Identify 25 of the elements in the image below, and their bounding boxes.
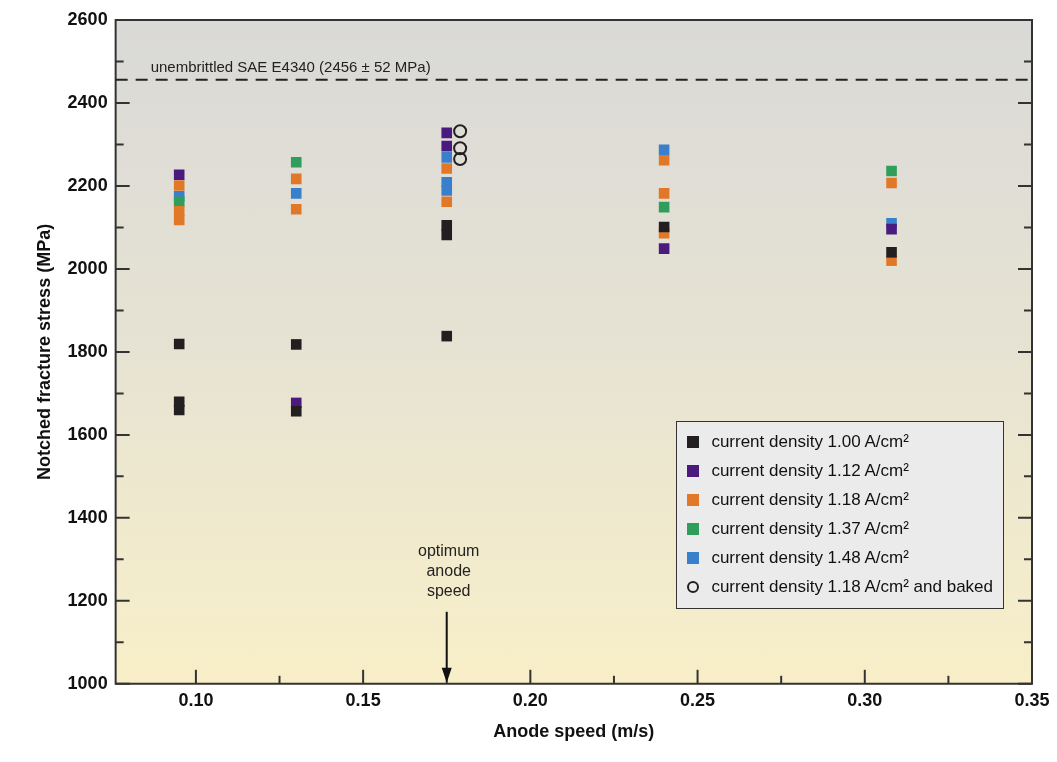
y-tick-label: 2200 [67,174,108,195]
x-tick-label: 0.20 [512,689,548,710]
x-tick-label: 0.35 [1014,689,1050,710]
y-tick-label: 1600 [67,423,108,444]
x-tick-label: 0.15 [345,689,381,710]
y-tick-label: 1800 [67,340,108,361]
x-tick-label: 0.30 [847,689,883,710]
ref-line-label: unembrittled SAE E4340 (2456 ± 52 MPa) [150,58,431,76]
legend-label: current density 1.18 A/cm² and baked [711,577,993,598]
y-tick-label: 2400 [67,91,108,112]
legend-label: current density 1.18 A/cm² [711,490,909,511]
y-tick-label: 2600 [67,8,108,29]
x-tick-label: 0.10 [178,689,214,710]
annotation: optimum anode speed [418,542,480,600]
y-tick-label: 1000 [67,672,108,693]
legend-label: current density 1.00 A/cm² [711,432,909,453]
x-axis-title: Anode speed (m/s) [493,721,655,742]
y-tick-label: 1400 [67,506,108,527]
y-tick-label: 1200 [67,589,108,610]
y-tick-label: 2000 [67,257,108,278]
legend-label: current density 1.37 A/cm² [711,519,909,540]
y-axis-title: Notched fracture stress (MPa) [33,223,54,480]
legend-label: current density 1.12 A/cm² [711,461,909,482]
legend-label: current density 1.48 A/cm² [711,548,909,569]
x-tick-label: 0.25 [680,689,716,710]
